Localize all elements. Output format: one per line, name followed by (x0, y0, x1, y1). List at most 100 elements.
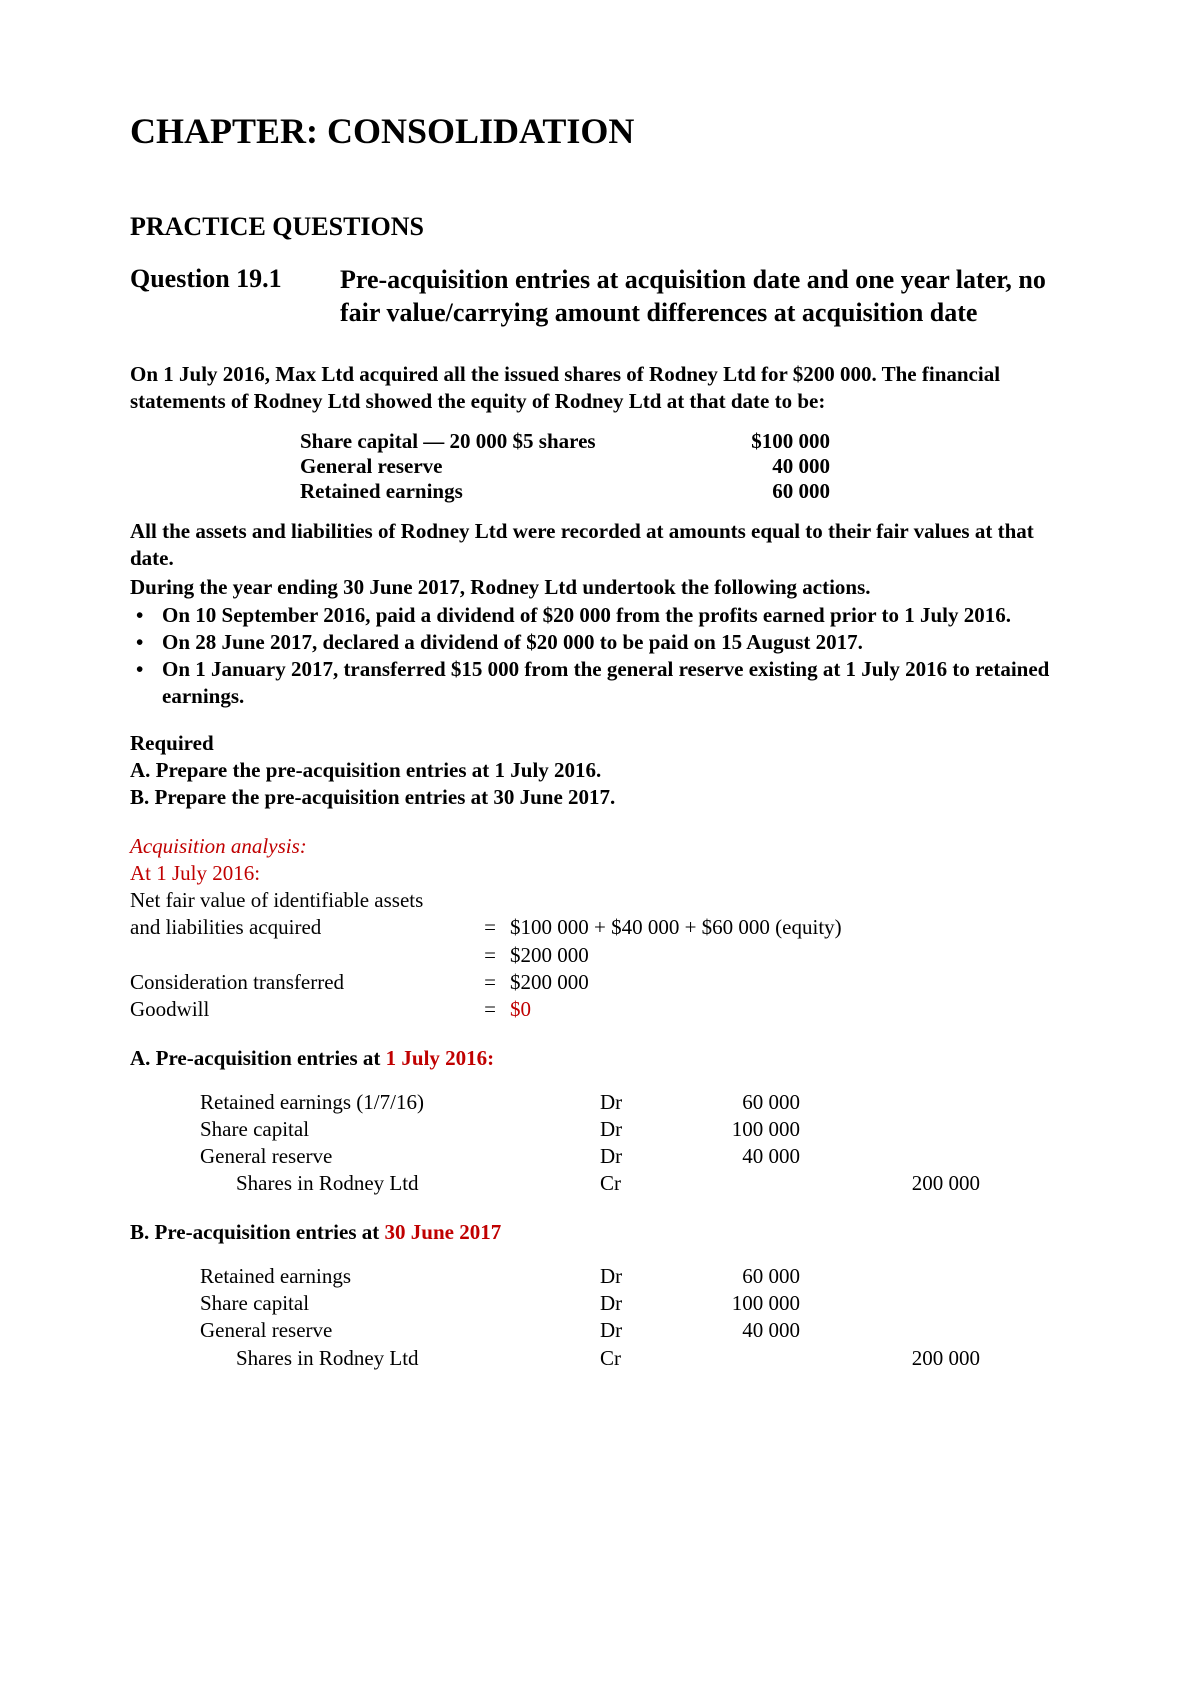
required-label: Required (130, 730, 1070, 757)
account-name: General reserve (200, 1143, 600, 1170)
dr-cr: Dr (600, 1116, 680, 1143)
spacer (800, 1345, 860, 1372)
dr-cr: Cr (600, 1345, 680, 1372)
analysis-title: Acquisition analysis: (130, 833, 1070, 860)
account-name: Share capital (200, 1290, 600, 1317)
list-item: On 1 January 2017, transferred $15 000 f… (130, 656, 1070, 710)
dr-amount (680, 1170, 800, 1197)
equity-value: 40 000 (700, 454, 830, 479)
spacer (800, 1089, 860, 1116)
cr-amount: 200 000 (860, 1345, 980, 1372)
entry-b-date: 30 June 2017 (385, 1220, 502, 1244)
account-name: Retained earnings (1/7/16) (200, 1089, 600, 1116)
actions-list: On 10 September 2016, paid a dividend of… (130, 602, 1070, 710)
cr-amount (860, 1116, 980, 1143)
question-number: Question 19.1 (130, 264, 340, 294)
cr-amount (860, 1290, 980, 1317)
calc-eq: = (470, 969, 510, 996)
calc-desc: Net fair value of identifiable assets (130, 887, 470, 914)
intro-paragraph-2b: During the year ending 30 June 2017, Rod… (130, 574, 1070, 601)
account-name: General reserve (200, 1317, 600, 1344)
equity-label: General reserve (300, 454, 700, 479)
spacer (800, 1290, 860, 1317)
cr-amount (860, 1263, 980, 1290)
analysis-date: At 1 July 2016: (130, 860, 1070, 887)
dr-amount: 100 000 (680, 1116, 800, 1143)
dr-cr: Dr (600, 1317, 680, 1344)
table-row: Shares in Rodney Ltd Cr 200 000 (200, 1170, 1070, 1197)
required-item-b: B. Prepare the pre-acquisition entries a… (130, 784, 1070, 811)
dr-amount: 40 000 (680, 1317, 800, 1344)
equity-value: $100 000 (700, 429, 830, 454)
calc-val: $0 (510, 996, 1070, 1023)
calc-row: Consideration transferred = $200 000 (130, 969, 1070, 996)
document-page: CHAPTER: CONSOLIDATION PRACTICE QUESTION… (0, 0, 1200, 1698)
calc-eq (470, 887, 510, 914)
journal-entries-b: Retained earnings Dr 60 000 Share capita… (200, 1263, 1070, 1372)
table-row: Retained earnings Dr 60 000 (200, 1263, 1070, 1290)
spacer (800, 1317, 860, 1344)
table-row: Retained earnings 60 000 (300, 479, 1070, 504)
equity-value: 60 000 (700, 479, 830, 504)
calc-val: $200 000 (510, 969, 1070, 996)
entry-a-date: 1 July 2016: (386, 1046, 495, 1070)
calc-val (510, 887, 1070, 914)
acquisition-analysis: Acquisition analysis: At 1 July 2016: Ne… (130, 833, 1070, 1024)
equity-table: Share capital — 20 000 $5 shares $100 00… (300, 429, 1070, 504)
question-title: Pre-acquisition entries at acquisition d… (340, 264, 1070, 329)
table-row: Shares in Rodney Ltd Cr 200 000 (200, 1345, 1070, 1372)
dr-amount: 100 000 (680, 1290, 800, 1317)
dr-cr: Dr (600, 1143, 680, 1170)
calc-row: = $200 000 (130, 942, 1070, 969)
intro-paragraph-1: On 1 July 2016, Max Ltd acquired all the… (130, 361, 1070, 415)
calc-desc: and liabilities acquired (130, 914, 470, 941)
calc-eq: = (470, 914, 510, 941)
cr-amount: 200 000 (860, 1170, 980, 1197)
equity-label: Share capital — 20 000 $5 shares (300, 429, 700, 454)
cr-amount (860, 1143, 980, 1170)
list-item: On 10 September 2016, paid a dividend of… (130, 602, 1070, 629)
entry-a-prefix: A. Pre-acquisition entries at (130, 1046, 386, 1070)
table-row: Retained earnings (1/7/16) Dr 60 000 (200, 1089, 1070, 1116)
calc-val: $100 000 + $40 000 + $60 000 (equity) (510, 914, 1070, 941)
calc-desc (130, 942, 470, 969)
intro-paragraph-2a: All the assets and liabilities of Rodney… (130, 518, 1070, 572)
dr-cr: Cr (600, 1170, 680, 1197)
calc-desc: Goodwill (130, 996, 470, 1023)
table-row: Share capital Dr 100 000 (200, 1116, 1070, 1143)
calc-eq: = (470, 942, 510, 969)
entry-a-heading: A. Pre-acquisition entries at 1 July 201… (130, 1046, 1070, 1071)
account-name: Retained earnings (200, 1263, 600, 1290)
entry-b-prefix: B. Pre-acquisition entries at (130, 1220, 385, 1244)
chapter-title: CHAPTER: CONSOLIDATION (130, 110, 1070, 152)
spacer (800, 1170, 860, 1197)
calc-val-red: $0 (510, 997, 531, 1021)
table-row: General reserve Dr 40 000 (200, 1317, 1070, 1344)
calc-row: Net fair value of identifiable assets (130, 887, 1070, 914)
cr-amount (860, 1317, 980, 1344)
spacer (800, 1143, 860, 1170)
table-row: Share capital — 20 000 $5 shares $100 00… (300, 429, 1070, 454)
table-row: General reserve Dr 40 000 (200, 1143, 1070, 1170)
list-item: On 28 June 2017, declared a dividend of … (130, 629, 1070, 656)
dr-amount (680, 1345, 800, 1372)
calc-row: Goodwill = $0 (130, 996, 1070, 1023)
dr-amount: 40 000 (680, 1143, 800, 1170)
table-row: General reserve 40 000 (300, 454, 1070, 479)
table-row: Share capital Dr 100 000 (200, 1290, 1070, 1317)
entry-b-heading: B. Pre-acquisition entries at 30 June 20… (130, 1220, 1070, 1245)
calc-val: $200 000 (510, 942, 1070, 969)
spacer (800, 1263, 860, 1290)
journal-entries-a: Retained earnings (1/7/16) Dr 60 000 Sha… (200, 1089, 1070, 1198)
account-name: Shares in Rodney Ltd (200, 1345, 600, 1372)
dr-cr: Dr (600, 1263, 680, 1290)
dr-amount: 60 000 (680, 1089, 800, 1116)
dr-amount: 60 000 (680, 1263, 800, 1290)
dr-cr: Dr (600, 1089, 680, 1116)
required-item-a: A. Prepare the pre-acquisition entries a… (130, 757, 1070, 784)
section-title: PRACTICE QUESTIONS (130, 212, 1070, 242)
cr-amount (860, 1089, 980, 1116)
calc-row: and liabilities acquired = $100 000 + $4… (130, 914, 1070, 941)
spacer (800, 1116, 860, 1143)
calc-desc: Consideration transferred (130, 969, 470, 996)
